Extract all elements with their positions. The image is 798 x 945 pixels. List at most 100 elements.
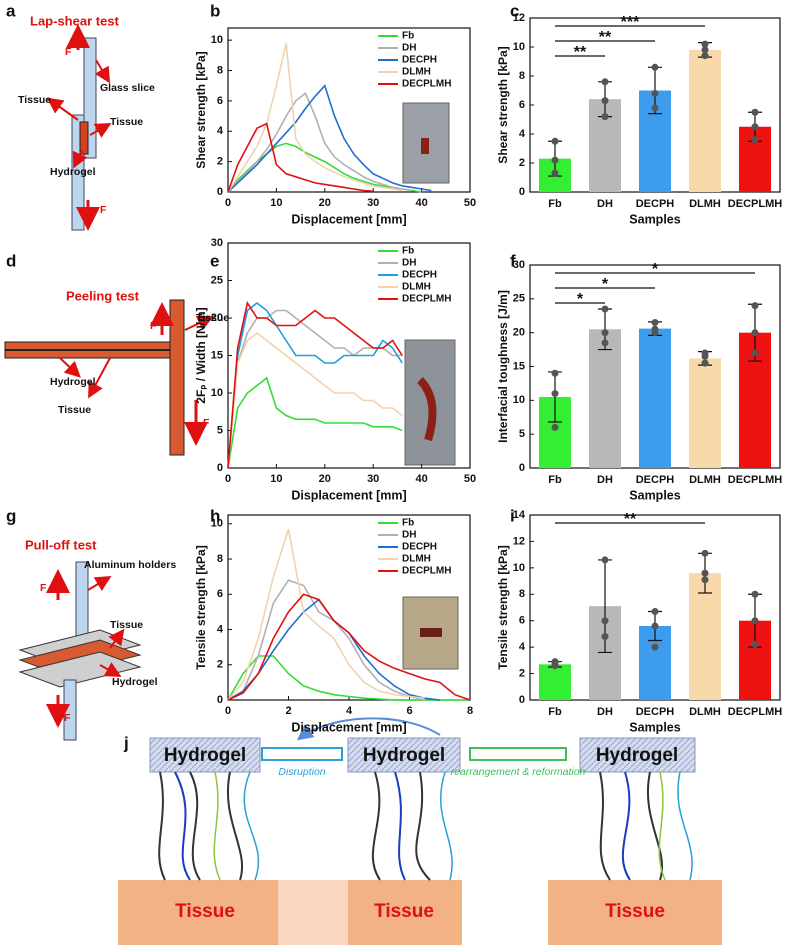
y-tick-label: 30	[513, 259, 525, 271]
replicate-point	[651, 104, 659, 112]
legend-label: Fb	[402, 31, 414, 42]
y-tick-label: 6	[519, 99, 525, 111]
y-tick-label: 2	[217, 659, 223, 671]
tissue-label: Tissue	[175, 901, 235, 922]
holder	[75, 561, 89, 643]
label: Aluminum holders	[84, 559, 176, 571]
label: F	[203, 417, 210, 429]
panel-letter: c	[510, 1, 519, 20]
legend-label: DLMH	[402, 282, 431, 293]
hydrogel-block	[347, 737, 461, 773]
replicate-point	[751, 329, 759, 337]
x-tick-label: DH	[597, 474, 613, 486]
data-line	[227, 84, 432, 193]
label: Tissue	[196, 312, 229, 324]
pointer	[46, 97, 79, 121]
tissue-label: Tissue	[374, 901, 434, 922]
label: F	[64, 712, 71, 724]
panel-letter: d	[6, 251, 16, 270]
x-axis-label: Displacement [mm]	[291, 720, 406, 734]
y-axis-label: Shear strength [kPa]	[496, 46, 510, 163]
x-tick-label: DECPLMH	[728, 474, 782, 486]
legend-label: DLMH	[402, 67, 431, 78]
replicate-point	[551, 423, 559, 431]
data-line	[227, 579, 425, 701]
plot-frame	[227, 27, 471, 193]
y-axis-label: 2Fₚ / Width [N/m]	[194, 307, 208, 403]
replicate-point	[601, 633, 609, 641]
legend-label: Fb	[402, 518, 414, 529]
replicate-point	[651, 89, 659, 97]
x-tick-label: 2	[285, 705, 291, 717]
hydrogel-label: Hydrogel	[596, 745, 678, 766]
replicate-point	[751, 136, 759, 144]
replicate-point	[551, 662, 559, 670]
replicate-point	[651, 622, 659, 630]
photo-inset	[421, 138, 429, 154]
label: Tissue	[110, 116, 143, 128]
bar	[539, 664, 571, 700]
pointer	[108, 628, 125, 649]
y-tick-label: 0	[217, 694, 223, 706]
replicate-point	[601, 305, 609, 313]
y-tick-label: 2	[519, 157, 525, 169]
x-tick-label: 8	[467, 705, 473, 717]
bar	[639, 328, 671, 468]
data-line	[227, 301, 403, 469]
hydrogel	[79, 121, 89, 155]
data-line	[227, 376, 403, 469]
pointer	[87, 575, 112, 592]
y-tick-label: 6	[217, 588, 223, 600]
pointer	[184, 315, 214, 331]
x-tick-label: DECPH	[636, 706, 675, 718]
x-axis-label: Displacement [mm]	[291, 488, 406, 502]
replicate-point	[551, 137, 559, 145]
tissue-strip	[169, 299, 185, 456]
replicate-point	[751, 349, 759, 357]
diagram-title: Pull-off test	[25, 537, 97, 552]
pointer	[89, 123, 112, 138]
x-tick-label: DECPH	[636, 474, 675, 486]
tissue-block	[118, 880, 290, 945]
label: Hydrogel	[50, 376, 96, 388]
x-tick-label: 0	[225, 473, 231, 485]
y-tick-label: 0	[217, 186, 223, 198]
x-tick-label: 10	[270, 473, 282, 485]
replicate-point	[701, 52, 709, 60]
x-tick-label: DH	[597, 706, 613, 718]
step-arrow	[469, 747, 567, 761]
legend-label: DH	[402, 530, 416, 541]
photo-inset	[417, 377, 437, 442]
diagram-a: a Lap-shear test F F Tissue Glass slice …	[6, 1, 155, 231]
pointer	[59, 357, 81, 378]
x-axis-label: Samples	[629, 720, 680, 734]
y-tick-label: 15	[211, 349, 223, 361]
y-tick-label: 14	[513, 509, 526, 521]
y-axis-label: Tensile strength [kPa]	[496, 545, 510, 669]
y-tick-label: 15	[513, 360, 525, 372]
replicate-point	[751, 302, 759, 310]
y-tick-label: 12	[513, 535, 525, 547]
panel-letter: e	[210, 251, 219, 270]
legend-label: DECPLMH	[402, 294, 451, 305]
y-tick-label: 25	[513, 293, 525, 305]
panel-letter: g	[6, 506, 16, 525]
step-arrow	[261, 747, 343, 761]
diagram-g: g Pull-off test F F Aluminum holders Tis…	[6, 506, 176, 741]
y-tick-label: 2	[217, 156, 223, 168]
tissue-block	[278, 880, 348, 945]
hydrogel-block	[579, 737, 696, 773]
polymer-chains	[243, 771, 693, 881]
x-axis-label: Displacement [mm]	[291, 212, 406, 226]
cycle-arrow	[296, 717, 441, 741]
legend-label: DH	[402, 258, 416, 269]
significance-label: *	[602, 276, 609, 293]
x-tick-label: Fb	[548, 706, 562, 718]
replicate-point	[551, 369, 559, 377]
photo-inset	[420, 628, 442, 637]
y-tick-label: 10	[513, 562, 525, 574]
x-tick-label: DLMH	[689, 474, 721, 486]
x-tick-label: DLMH	[689, 706, 721, 718]
y-tick-label: 8	[217, 553, 223, 565]
